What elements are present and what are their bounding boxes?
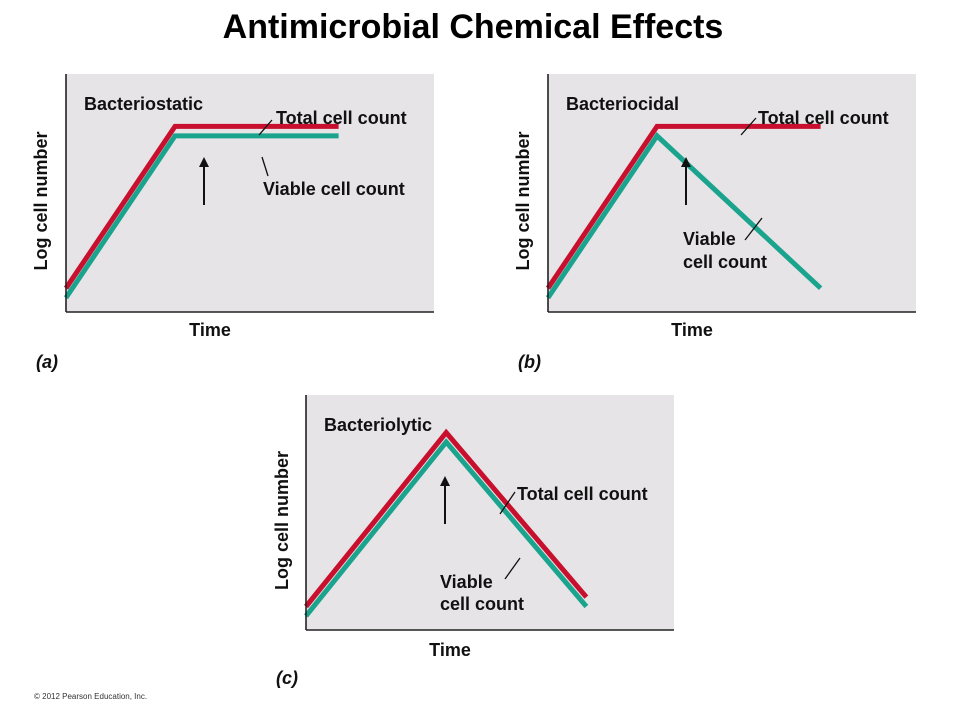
plot-background <box>306 395 674 630</box>
total-cell-count-line <box>545 123 821 290</box>
panel-letter: (c) <box>276 668 298 688</box>
treatment-arrow-head <box>440 476 450 486</box>
y-axis-label: Log cell number <box>31 131 51 270</box>
label-leader-line <box>499 491 516 515</box>
label-leader-line <box>258 119 273 136</box>
y-axis-label: Log cell number <box>272 451 292 590</box>
viable-cell-count-label: Viable <box>683 229 736 249</box>
x-axis-label: Time <box>189 320 231 340</box>
label-leader-line <box>261 156 269 177</box>
chart-panel-b: Bacteriocidal Time Log cell number (b) Total… <box>513 74 916 372</box>
label-leader-line <box>504 557 521 580</box>
viable-cell-count-label: Viable cell count <box>263 179 405 199</box>
total-cell-count-line <box>304 428 589 609</box>
chart-panel-c: Bacteriolytic Time Log cell number (c) Total… <box>272 395 674 688</box>
viable-cell-count-label: cell count <box>440 594 524 614</box>
panel-letter: (b) <box>518 352 541 372</box>
viable-cell-count-line <box>545 132 823 300</box>
total-cell-count-label: Total cell count <box>276 108 407 128</box>
total-cell-count-label: Total cell count <box>758 108 889 128</box>
chart-panel-a: Bacteriostatic Time Log cell number (a) Tota… <box>31 74 434 372</box>
viable-cell-count-line <box>63 133 339 300</box>
panel-title: Bacteriolytic <box>324 415 432 435</box>
copyright-notice: © 2012 Pearson Education, Inc. <box>34 692 148 701</box>
panel-title: Bacteriocidal <box>566 94 679 114</box>
panel-title: Bacteriostatic <box>84 94 203 114</box>
viable-cell-count-label: cell count <box>683 252 767 272</box>
slide-title: Antimicrobial Chemical Effects <box>222 8 724 46</box>
total-cell-count-line <box>63 123 339 290</box>
label-leader-line <box>744 217 763 241</box>
total-cell-count-label: Total cell count <box>517 484 648 504</box>
label-leader-line <box>740 117 757 136</box>
y-axis-label: Log cell number <box>513 131 533 270</box>
x-axis-label: Time <box>671 320 713 340</box>
viable-cell-count-label: Viable <box>440 572 493 592</box>
viable-cell-count-line <box>304 438 589 618</box>
x-axis-label: Time <box>429 640 471 660</box>
panel-letter: (a) <box>36 352 58 372</box>
treatment-arrow-head <box>681 157 691 167</box>
treatment-arrow-head <box>199 157 209 167</box>
